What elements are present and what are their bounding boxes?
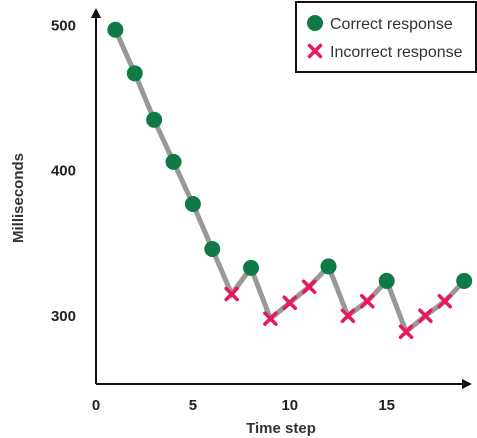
incorrect-point: [360, 294, 375, 309]
legend-marker-incorrect: [307, 43, 323, 59]
x-axis-arrow: [462, 379, 472, 389]
x-tick-label: 10: [281, 397, 298, 414]
legend-box: [295, 1, 477, 73]
incorrect-point: [282, 295, 298, 310]
correct-point: [243, 259, 260, 276]
correct-point: [146, 111, 163, 128]
x-tick-label: 5: [189, 397, 197, 414]
y-axis-arrow: [91, 8, 101, 18]
axes-layer: [91, 8, 472, 389]
incorrect-point-stroke-b: [360, 294, 375, 309]
incorrect-point-stroke-b: [437, 294, 453, 309]
y-axis-title: Milliseconds: [10, 153, 27, 243]
correct-point: [184, 195, 201, 212]
incorrect-point: [224, 286, 239, 302]
y-tick-label: 300: [51, 308, 76, 325]
correct-point: [165, 153, 182, 170]
correct-point: [320, 258, 337, 275]
legend-x-icon-stroke-b: [307, 43, 323, 59]
legend-x-icon: [307, 43, 323, 59]
correct-point: [107, 21, 124, 38]
correct-point: [126, 65, 143, 82]
incorrect-point-stroke-b: [263, 311, 278, 326]
legend: Correct response Incorrect response: [295, 1, 477, 73]
incorrect-point: [418, 308, 433, 324]
incorrect-point: [301, 279, 317, 294]
legend-label-correct: Correct response: [330, 16, 453, 33]
incorrect-point: [263, 311, 278, 326]
incorrect-point-stroke-b: [224, 286, 239, 302]
series-line: [113, 28, 467, 336]
x-tick-label: 0: [92, 397, 100, 414]
incorrect-point-stroke-b: [418, 308, 433, 324]
x-axis-title: Time step: [246, 420, 316, 437]
correct-point: [456, 272, 473, 289]
y-tick-label: 400: [51, 163, 76, 180]
x-tick-label: 15: [378, 397, 395, 414]
incorrect-point-stroke-b: [340, 308, 356, 324]
incorrect-point: [437, 294, 453, 309]
legend-circle-icon: [307, 15, 323, 31]
y-tick-label: 500: [51, 17, 76, 34]
incorrect-point-stroke-b: [282, 295, 298, 310]
legend-marker-correct: [307, 15, 323, 31]
correct-point: [378, 272, 395, 289]
legend-label-incorrect: Incorrect response: [330, 44, 463, 61]
ticks-layer: 0 5 10 15 300 400 500: [51, 17, 395, 414]
incorrect-point: [340, 308, 356, 324]
incorrect-point-stroke-b: [301, 279, 317, 294]
incorrect-point: [398, 324, 414, 339]
series-layer: [107, 21, 473, 339]
correct-point: [204, 240, 221, 257]
incorrect-point-stroke-b: [398, 324, 414, 339]
